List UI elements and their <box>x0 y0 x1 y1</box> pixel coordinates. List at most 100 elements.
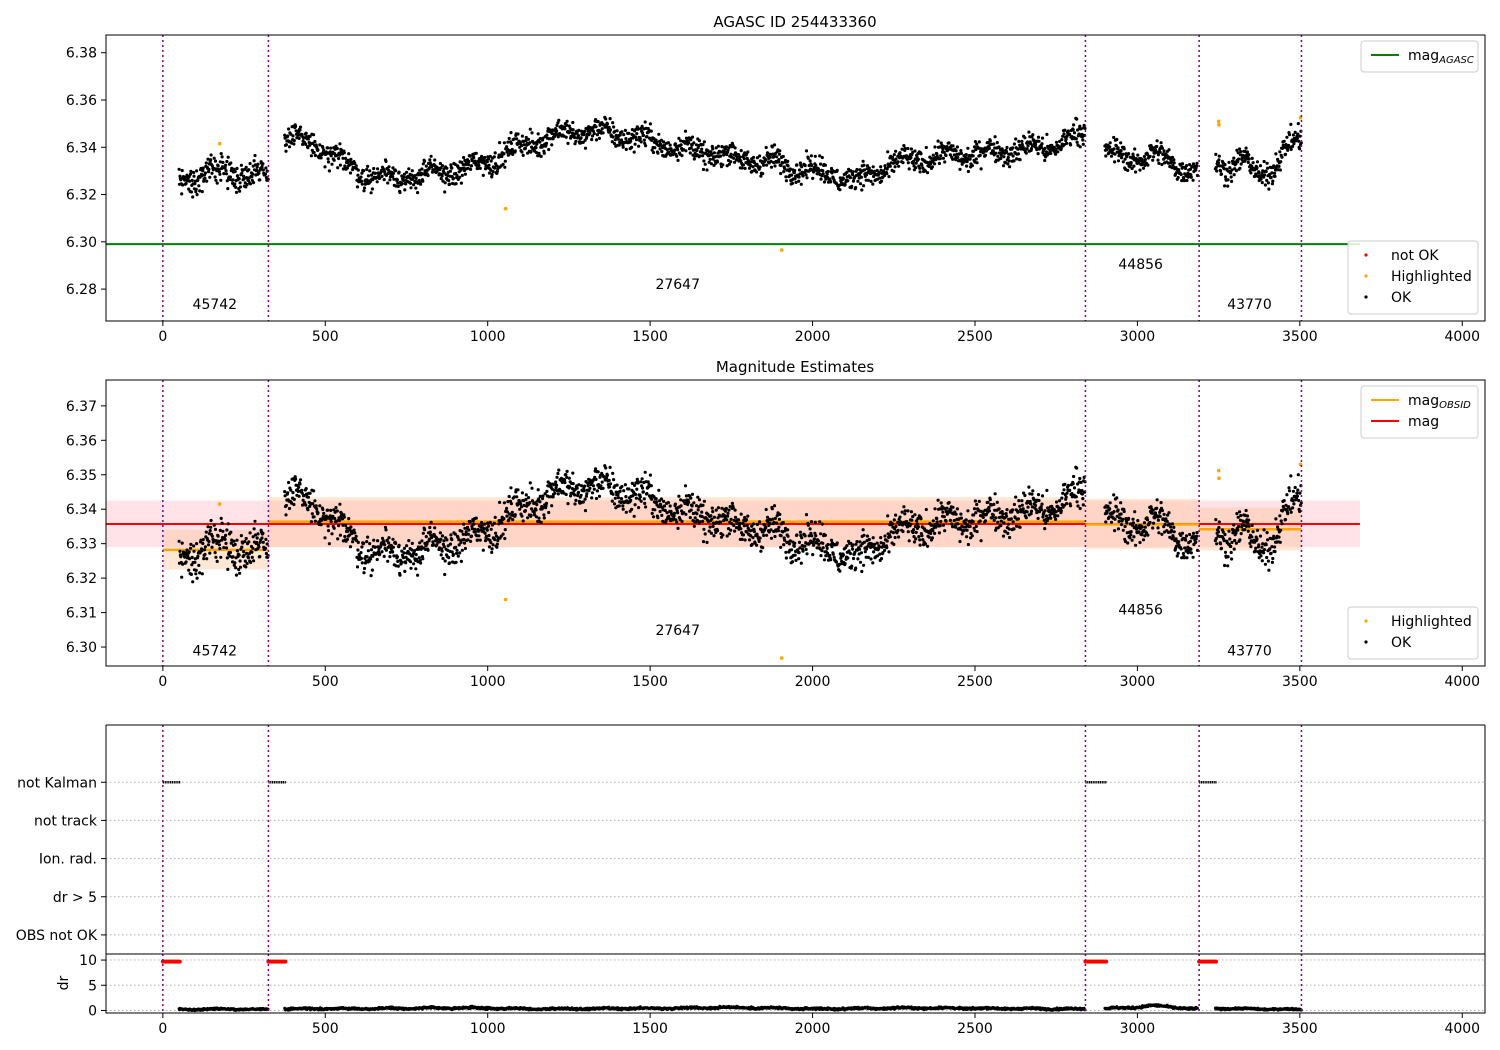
ok-point <box>1127 152 1131 156</box>
ok-point <box>368 542 372 546</box>
ok-point <box>931 153 935 157</box>
ok-point <box>1008 165 1012 169</box>
ok-point <box>1108 501 1112 505</box>
ok-point <box>312 515 316 519</box>
ok-point <box>346 529 350 533</box>
ok-point <box>711 524 715 529</box>
ok-point <box>326 146 330 150</box>
ok-point <box>1143 534 1147 538</box>
ok-point <box>484 164 488 168</box>
ok-point <box>786 164 790 168</box>
ok-point <box>243 539 247 544</box>
ok-point <box>410 548 414 552</box>
ok-point <box>909 156 913 160</box>
ok-point <box>515 137 519 141</box>
ok-point <box>727 532 732 536</box>
ok-point <box>410 541 414 546</box>
ok-point <box>348 527 352 532</box>
ok-point <box>535 503 539 507</box>
ok-point <box>1113 517 1117 521</box>
ok-point <box>676 526 680 531</box>
ok-point <box>197 184 201 188</box>
ok-point <box>951 525 955 529</box>
ok-point <box>877 545 881 549</box>
ok-point <box>336 537 340 541</box>
ok-point <box>933 507 937 511</box>
ok-point <box>463 172 467 176</box>
ok-point <box>251 172 255 176</box>
ok-point <box>1131 155 1135 159</box>
ok-point <box>286 491 290 495</box>
ok-point <box>637 144 641 148</box>
ok-point <box>335 509 339 513</box>
ok-point <box>187 550 191 554</box>
ok-point <box>793 541 797 545</box>
ok-point <box>820 522 824 526</box>
ok-point <box>1270 171 1274 175</box>
ok-point <box>1219 542 1223 546</box>
ok-point <box>1159 141 1163 145</box>
ok-point <box>457 543 461 547</box>
ok-point <box>454 545 458 550</box>
ok-point <box>554 486 558 490</box>
ok-point <box>865 534 870 538</box>
ok-point <box>910 153 914 157</box>
ok-point <box>511 518 515 522</box>
ok-point <box>979 167 983 171</box>
ok-point <box>801 549 805 553</box>
ok-point <box>1054 510 1058 514</box>
legend-label: not OK <box>1391 248 1439 264</box>
ok-point <box>412 549 417 553</box>
ok-point <box>732 523 736 528</box>
ok-point <box>196 554 200 558</box>
ok-point <box>775 521 779 525</box>
ok-point <box>392 554 396 558</box>
ok-point <box>316 511 320 515</box>
obsid-label: 43770 <box>1227 297 1272 313</box>
ok-point <box>1062 503 1066 507</box>
legend-label: Highlighted <box>1391 269 1472 285</box>
ok-point <box>362 169 366 173</box>
ok-point <box>786 159 790 163</box>
ok-point <box>579 493 583 497</box>
ok-point <box>292 142 296 146</box>
ok-point <box>906 509 910 513</box>
ok-point <box>184 551 188 555</box>
ok-point <box>219 178 223 182</box>
ok-point <box>747 538 752 542</box>
ok-point <box>656 516 660 520</box>
ok-point <box>964 153 968 157</box>
ok-point <box>912 540 917 544</box>
ok-point <box>1260 545 1264 549</box>
ok-point <box>640 477 644 481</box>
ok-point <box>900 510 904 514</box>
ok-point <box>545 133 549 137</box>
ok-point <box>1107 515 1111 519</box>
ok-point <box>538 500 542 504</box>
ok-point <box>342 151 346 155</box>
ok-point <box>949 508 953 512</box>
ok-point <box>521 153 525 157</box>
ok-point <box>666 141 671 145</box>
ok-point <box>334 506 338 510</box>
ok-point <box>1043 527 1047 531</box>
ok-point <box>1066 483 1070 488</box>
ok-point <box>396 181 400 185</box>
ok-point <box>1017 499 1021 503</box>
ok-point <box>893 165 897 169</box>
ok-point <box>545 489 549 493</box>
ok-point <box>975 530 979 534</box>
ok-point <box>1255 160 1260 164</box>
ok-point <box>1282 139 1286 143</box>
ok-point <box>429 154 433 158</box>
ok-point <box>234 573 239 577</box>
ok-point <box>611 471 615 475</box>
ok-point <box>822 180 827 184</box>
ok-point <box>191 195 195 199</box>
ok-point <box>1012 159 1016 163</box>
ok-point <box>218 528 222 533</box>
ok-point <box>650 138 654 142</box>
ok-point <box>904 519 909 524</box>
ok-point <box>770 507 774 511</box>
ok-point <box>739 159 743 163</box>
